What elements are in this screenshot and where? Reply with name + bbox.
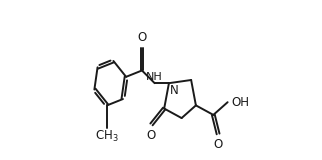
Text: O: O xyxy=(213,138,223,151)
Text: CH$_3$: CH$_3$ xyxy=(95,129,119,144)
Text: N: N xyxy=(170,84,178,97)
Text: O: O xyxy=(146,129,155,142)
Text: NH: NH xyxy=(146,72,163,82)
Text: OH: OH xyxy=(232,96,250,109)
Text: O: O xyxy=(137,31,147,44)
